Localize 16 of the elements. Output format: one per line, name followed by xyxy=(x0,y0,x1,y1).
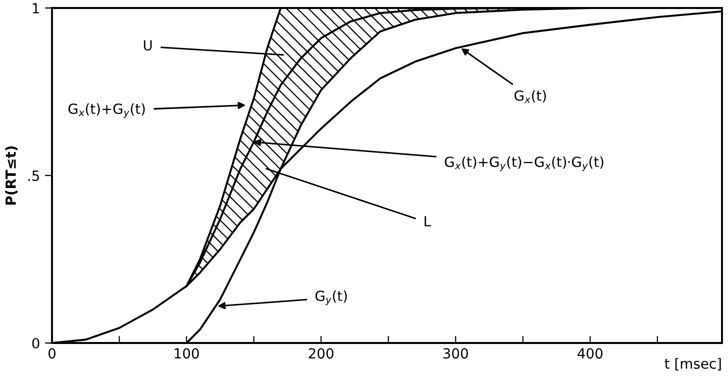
y-tick-label: 1 xyxy=(32,3,39,14)
x-tick-label: 400 xyxy=(578,348,602,359)
x-tick-label: 200 xyxy=(308,348,334,359)
annotation: G$_{y}$(t) xyxy=(315,290,347,306)
annotation: G$_{x}$(t) xyxy=(514,90,546,103)
annotation: G$_{x}$(t)+G$_{y}$(t) xyxy=(68,103,145,118)
text: G$_{x}$(t)+G$_{y}$(t)−G$_{x}$(t)·G$_{y}$(t) xyxy=(444,156,604,172)
x-tick-label: 0 xyxy=(48,348,56,359)
x-axis-title: t [msec] xyxy=(664,358,721,370)
annotation: U xyxy=(144,40,152,51)
x-tick-label: 300 xyxy=(443,348,468,359)
x-tick-label: 100 xyxy=(174,348,199,359)
annotation: L xyxy=(424,216,431,226)
y-tick-label: .5 xyxy=(28,170,39,181)
y-axis-title: P(RT≤t) xyxy=(5,146,18,205)
y-tick-label: 0 xyxy=(32,338,40,348)
